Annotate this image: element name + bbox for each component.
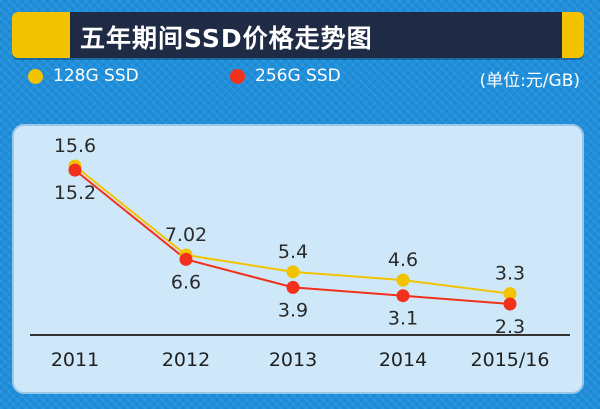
data-point-128g [286, 265, 300, 279]
data-label-128g: 4.6 [388, 249, 418, 271]
data-label-128g: 7.02 [165, 224, 207, 246]
legend-dot-icon [230, 68, 245, 84]
data-point-256g [503, 297, 517, 311]
legend-label: 256G SSD [255, 66, 341, 86]
unit-label: (单位:元/GB) [479, 71, 580, 91]
data-point-256g [179, 252, 193, 266]
chart-title: 五年期间SSD价格走势图 [80, 24, 373, 53]
legend-label: 128G SSD [53, 66, 139, 86]
x-tick-label: 2013 [269, 349, 317, 371]
x-tick-label: 2015/16 [471, 349, 550, 371]
x-tick-label: 2011 [51, 349, 99, 371]
data-label-128g: 3.3 [495, 263, 525, 285]
data-label-256g: 3.1 [388, 308, 418, 330]
data-point-256g [396, 289, 410, 303]
legend-dot-icon [28, 68, 43, 84]
legend-item-256g: 256G SSD [230, 66, 341, 86]
data-label-128g: 5.4 [278, 241, 308, 263]
x-tick-label: 2012 [162, 349, 210, 371]
data-point-128g [503, 287, 517, 301]
data-point-256g [286, 280, 300, 294]
data-point-128g [396, 273, 410, 287]
legend-item-128g: 128G SSD [28, 66, 139, 86]
x-tick-label: 2014 [379, 349, 427, 371]
data-label-256g: 15.2 [54, 182, 96, 204]
title-bar: 五年期间SSD价格走势图 [12, 12, 584, 58]
legend: 128G SSD 256G SSD (单位:元/GB) [28, 66, 580, 94]
title-accent-right [562, 12, 584, 58]
title-accent-left [12, 12, 70, 58]
data-label-256g: 6.6 [171, 271, 201, 293]
data-point-256g [68, 163, 82, 177]
chart-panel [12, 124, 584, 394]
data-label-256g: 2.3 [495, 316, 525, 338]
data-label-128g: 15.6 [54, 135, 96, 157]
data-label-256g: 3.9 [278, 299, 308, 321]
